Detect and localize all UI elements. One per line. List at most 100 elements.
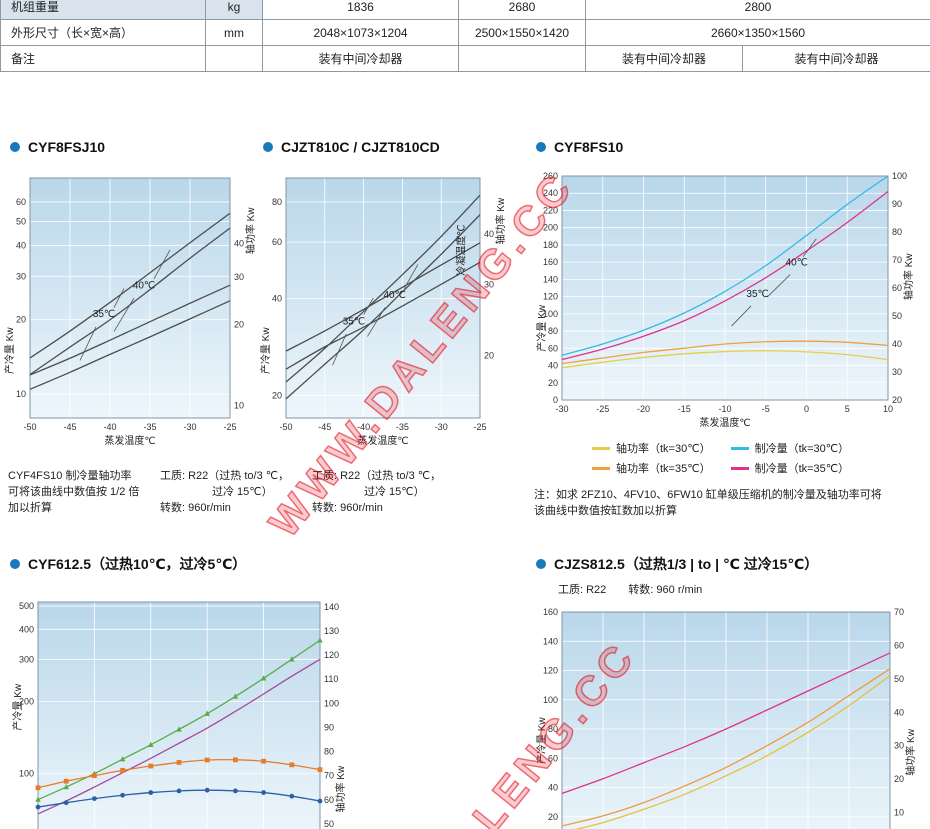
section-cjzt810c: CJZT810C / CJZT810CD: [263, 139, 440, 155]
svg-text:110: 110: [324, 674, 338, 684]
svg-text:500: 500: [19, 601, 34, 611]
table-row-remarks: 备注 装有中间冷却器 装有中间冷却器 装有中间冷却器: [0, 45, 930, 72]
svg-text:20: 20: [234, 320, 244, 330]
svg-text:100: 100: [543, 309, 558, 319]
chart-cyf8fsj10: 10 20 30 40 50 60 10 20 30 40 -50 -45 -40 -35 -30 -25 蒸发…: [3, 177, 257, 447]
svg-text:90: 90: [324, 722, 334, 732]
svg-text:140: 140: [324, 602, 339, 612]
spec-line: 转数: 960r/min: [312, 502, 383, 514]
svg-text:60: 60: [548, 753, 558, 763]
bullet-icon: [10, 559, 20, 569]
svg-text:60: 60: [894, 640, 904, 650]
section-cyf612: CYF612.5（过热10℃，过冷5℃）: [10, 554, 246, 574]
cell-value: 1836: [262, 0, 459, 20]
legend-label: 制冷量（tk=35℃）: [754, 463, 850, 475]
svg-text:20: 20: [484, 350, 494, 360]
svg-text:蒸发温度℃: 蒸发温度℃: [357, 434, 408, 447]
svg-text:40: 40: [272, 294, 282, 304]
row-label: 外形尺寸（长×宽×高）: [0, 19, 206, 46]
svg-text:-50: -50: [279, 422, 292, 432]
svg-text:70: 70: [324, 771, 334, 781]
svg-text:40: 40: [484, 229, 494, 239]
svg-text:-10: -10: [718, 404, 731, 414]
svg-text:400: 400: [19, 624, 34, 634]
svg-text:40: 40: [892, 339, 902, 349]
svg-text:40℃: 40℃: [383, 290, 405, 301]
svg-text:50: 50: [16, 216, 26, 226]
svg-text:-30: -30: [555, 404, 568, 414]
svg-text:-25: -25: [223, 422, 236, 432]
svg-text:-20: -20: [637, 404, 650, 414]
svg-text:-30: -30: [183, 422, 196, 432]
chart1-spec: 工质: R22（过热 to/3 ℃， 过冷 15℃） 转数: 960r/min: [160, 468, 289, 516]
svg-text:30: 30: [234, 272, 244, 282]
svg-text:140: 140: [543, 274, 558, 284]
svg-text:-35: -35: [396, 422, 409, 432]
svg-text:5: 5: [845, 404, 850, 414]
chart3-note: 注：如求 2FZ10、4FV10、6FW10 缸单级压缩机的制冷量及轴功率可将 …: [534, 487, 882, 519]
svg-text:产冷量 Kw: 产冷量 Kw: [535, 304, 548, 351]
svg-text:40: 40: [548, 361, 558, 371]
svg-text:轴功率 Kw: 轴功率 Kw: [244, 207, 257, 254]
svg-text:30: 30: [16, 271, 26, 281]
svg-text:80: 80: [272, 197, 282, 207]
section-title: CYF8FS10: [554, 139, 624, 155]
svg-text:35℃: 35℃: [343, 316, 365, 327]
svg-text:60: 60: [324, 795, 334, 805]
svg-text:160: 160: [543, 607, 558, 617]
svg-text:20: 20: [548, 812, 558, 822]
svg-text:40: 40: [16, 240, 26, 250]
svg-text:10: 10: [16, 389, 26, 399]
svg-text:160: 160: [543, 257, 558, 267]
legend-swatch: [730, 466, 749, 470]
svg-text:100: 100: [543, 695, 558, 705]
row-unit: kg: [205, 0, 263, 20]
svg-text:-40: -40: [103, 422, 116, 432]
chart3-legend: 轴功率（tk=30℃） 制冷量（tk=30℃） 轴功率（tk=35℃） 制冷量（…: [592, 440, 849, 476]
svg-text:50: 50: [892, 311, 902, 321]
cell-value: 2800: [584, 0, 930, 20]
svg-text:-15: -15: [678, 404, 691, 414]
legend-swatch: [592, 446, 610, 450]
cell-value: 装有中间冷却器: [262, 45, 459, 72]
chart-cyf612: 100 200 300 400 500 50 60 70 80 90 100 110 120 130 140…: [11, 601, 347, 829]
svg-text:-25: -25: [473, 422, 486, 432]
svg-text:80: 80: [892, 227, 902, 237]
svg-text:产冷量 Kw: 产冷量 Kw: [535, 717, 548, 764]
section-cjzs812: CJZS812.5（过热1/3 | to | ℃ 过冷15℃）: [536, 554, 818, 574]
svg-text:0: 0: [804, 404, 809, 414]
svg-text:-45: -45: [63, 422, 76, 432]
spec-line: 工质: R22（过热 to/3 ℃，: [312, 470, 442, 482]
svg-text:-25: -25: [596, 404, 609, 414]
chart2-spec: 工质: R22（过热 to/3 ℃， 过冷 15℃） 转数: 960r/min: [312, 468, 441, 516]
legend-swatch: [730, 446, 749, 450]
spec-table: 机组重量 kg 1836 2680 2800 外形尺寸（长×宽×高） mm 20…: [0, 0, 930, 72]
note-line: 注：如求 2FZ10、4FV10、6FW10 缸单级压缩机的制冷量及轴功率可将: [534, 489, 882, 501]
svg-text:产冷量 Kw: 产冷量 Kw: [11, 683, 24, 730]
svg-text:-50: -50: [23, 422, 36, 432]
row-unit: mm: [205, 19, 263, 46]
svg-text:220: 220: [543, 205, 558, 215]
svg-text:90: 90: [892, 199, 902, 209]
svg-text:40℃: 40℃: [786, 258, 808, 269]
chart-cyf8fs10: 0204060801001201401601802002202402602030…: [535, 171, 915, 429]
svg-text:20: 20: [894, 774, 904, 784]
section-cyf8fsj10: CYF8FSJ10: [10, 139, 105, 155]
row-unit: [205, 45, 263, 72]
svg-text:60: 60: [16, 197, 26, 207]
svg-text:蒸发温度℃: 蒸发温度℃: [699, 416, 750, 429]
spec-line: 过冷 15℃）: [364, 486, 425, 498]
legend-item: 制冷量（tk=35℃）: [730, 460, 850, 476]
svg-text:40: 40: [548, 783, 558, 793]
svg-text:120: 120: [324, 650, 339, 660]
bullet-icon: [536, 559, 546, 569]
svg-text:120: 120: [543, 292, 558, 302]
svg-text:20: 20: [548, 378, 558, 388]
svg-text:60: 60: [548, 343, 558, 353]
svg-text:轴功率 Kw: 轴功率 Kw: [904, 728, 917, 775]
section-title: CJZS812.5（过热1/3 | to | ℃ 过冷15℃）: [554, 556, 819, 572]
svg-text:240: 240: [543, 188, 558, 198]
svg-text:40℃: 40℃: [133, 280, 155, 291]
svg-text:50: 50: [894, 674, 904, 684]
svg-text:100: 100: [324, 698, 339, 708]
